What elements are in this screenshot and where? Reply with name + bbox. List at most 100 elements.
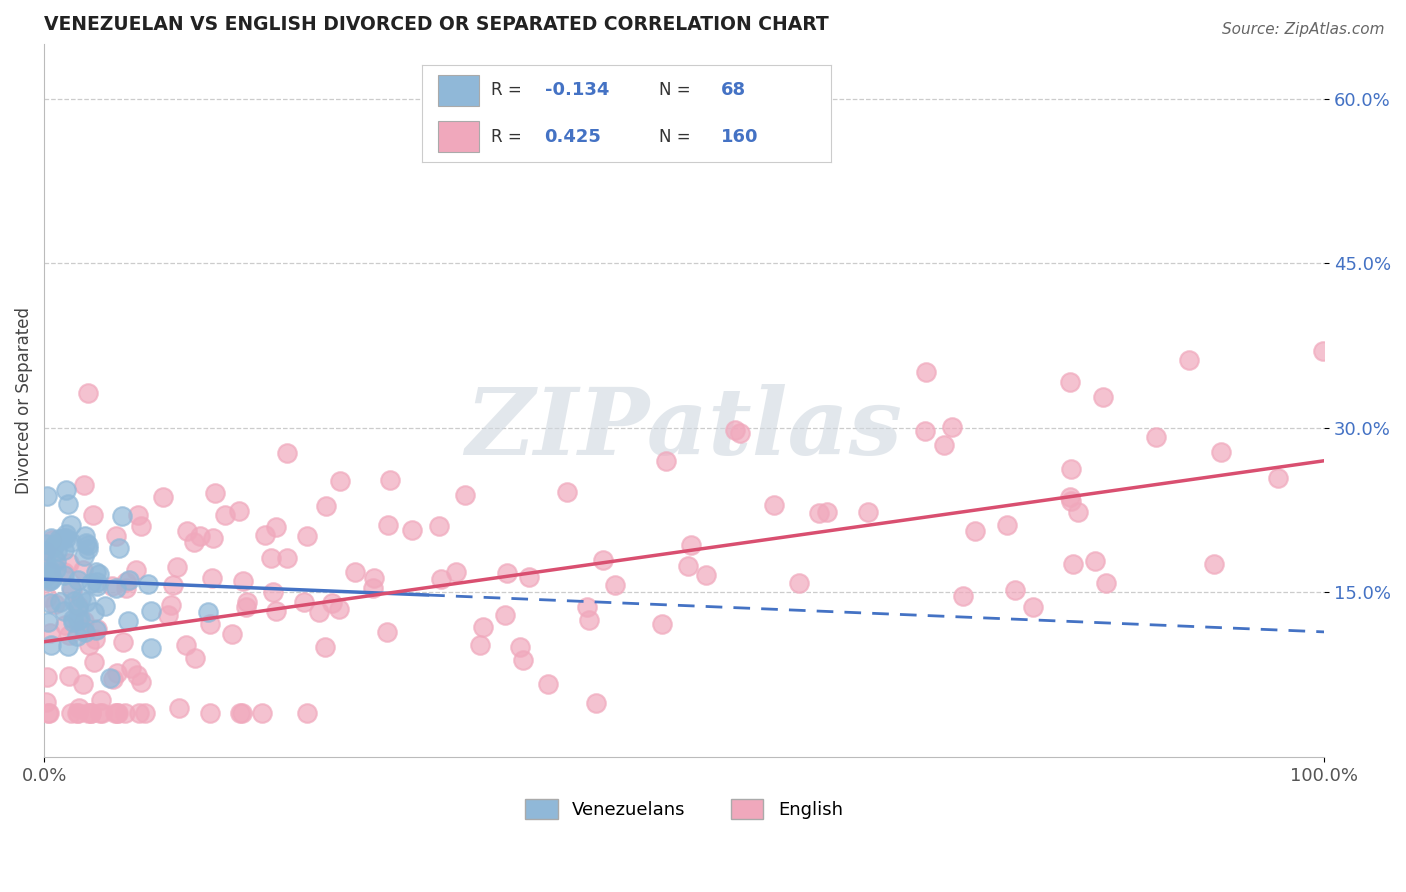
Point — [995, 518, 1018, 533]
Point — [83, 655, 105, 669]
Point — [39, 638, 62, 652]
Point — [53, 542, 76, 557]
Point — [77, 538, 100, 552]
Point — [39, 573, 62, 587]
Point — [34, 695, 56, 709]
Point — [139, 641, 162, 656]
Point — [344, 565, 367, 579]
Point — [315, 499, 337, 513]
Point — [42, 540, 65, 554]
Point — [679, 538, 702, 552]
Point — [253, 528, 276, 542]
Point — [1204, 558, 1226, 572]
Point — [115, 574, 138, 589]
Point — [105, 706, 128, 720]
Point — [103, 672, 125, 686]
Point — [166, 559, 188, 574]
Point — [67, 614, 90, 628]
Point — [107, 706, 129, 720]
Point — [60, 583, 83, 598]
Point — [592, 552, 614, 566]
Point — [1312, 344, 1334, 359]
Point — [963, 524, 986, 539]
Point — [53, 618, 76, 632]
Point — [1022, 599, 1045, 614]
Point — [58, 668, 80, 682]
Point — [512, 653, 534, 667]
Point — [77, 542, 100, 557]
Point — [75, 536, 97, 550]
Point — [73, 529, 96, 543]
Point — [39, 565, 62, 579]
Point — [517, 570, 540, 584]
Point — [105, 581, 128, 595]
Point — [34, 543, 56, 558]
Point — [44, 597, 66, 611]
Point — [1067, 505, 1090, 519]
Point — [856, 504, 879, 518]
Point — [37, 489, 59, 503]
Point — [651, 616, 673, 631]
Point — [229, 706, 252, 720]
Point — [160, 599, 183, 613]
Point — [70, 591, 93, 605]
Point — [276, 551, 298, 566]
Point — [63, 593, 86, 607]
Point — [176, 638, 198, 652]
Point — [39, 566, 62, 581]
Point — [676, 558, 699, 573]
Point — [695, 568, 717, 582]
Point — [1144, 430, 1167, 444]
Point — [276, 446, 298, 460]
Point — [378, 473, 401, 487]
Point — [235, 599, 257, 614]
Point — [202, 531, 225, 545]
Point — [321, 596, 343, 610]
Point — [39, 563, 62, 577]
Point — [914, 424, 936, 438]
Point — [198, 706, 221, 720]
Point — [38, 574, 60, 588]
Point — [37, 544, 59, 558]
Point — [176, 524, 198, 538]
Point — [34, 570, 56, 584]
Point — [201, 570, 224, 584]
Point — [91, 706, 114, 720]
Point — [204, 485, 226, 500]
Point — [45, 544, 67, 558]
Point — [1209, 445, 1232, 459]
Point — [59, 706, 82, 720]
Point — [108, 541, 131, 556]
Point — [429, 519, 451, 533]
Point — [808, 506, 831, 520]
Point — [117, 615, 139, 629]
Point — [84, 565, 107, 579]
Point — [38, 706, 60, 720]
Point — [98, 671, 121, 685]
Point — [58, 639, 80, 653]
Point — [308, 606, 330, 620]
Point — [120, 661, 142, 675]
Point — [118, 573, 141, 587]
Point — [575, 599, 598, 614]
Point — [56, 497, 79, 511]
Point — [375, 625, 398, 640]
Point — [815, 505, 838, 519]
Point — [41, 571, 63, 585]
Point — [84, 632, 107, 647]
Point — [89, 706, 111, 720]
Point — [34, 570, 56, 584]
Point — [377, 517, 399, 532]
Point — [104, 706, 127, 720]
Point — [915, 366, 938, 380]
Point — [1059, 490, 1081, 504]
Point — [763, 498, 786, 512]
Point — [62, 615, 84, 629]
Point — [228, 504, 250, 518]
Point — [105, 665, 128, 680]
Point — [41, 533, 63, 547]
Point — [328, 602, 350, 616]
Point — [468, 638, 491, 652]
Point — [1059, 462, 1081, 476]
Point — [39, 596, 62, 610]
